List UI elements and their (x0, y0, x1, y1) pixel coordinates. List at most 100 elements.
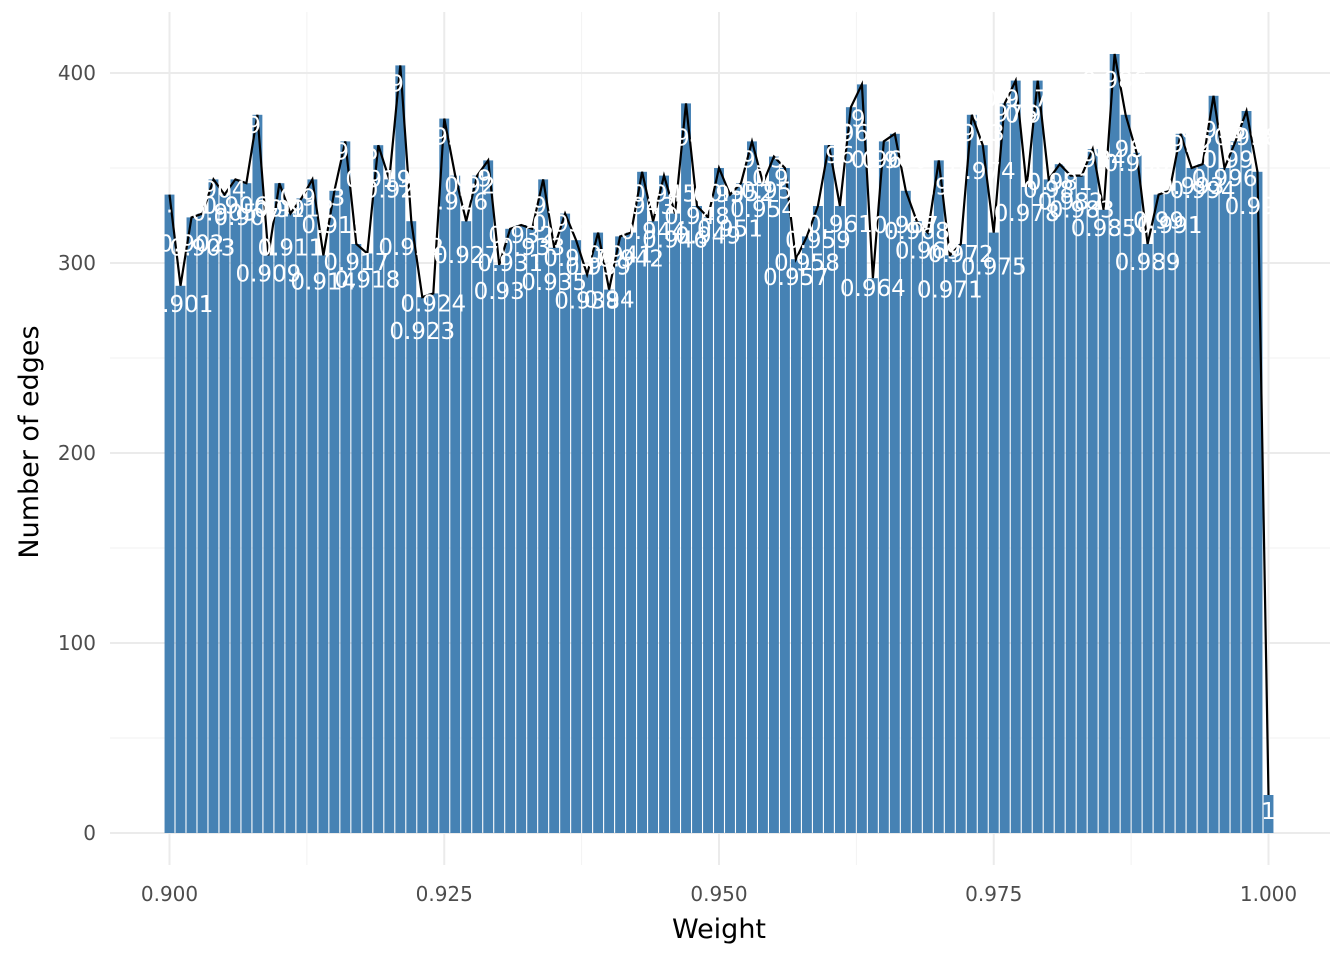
bar (230, 179, 241, 833)
bar (417, 297, 428, 833)
bar-label: 0.932 (488, 223, 554, 249)
bar-label: 0.981 (1027, 170, 1093, 196)
x-axis-title: Weight (672, 914, 766, 945)
bar-label: 0.94 (583, 288, 634, 314)
bar (1241, 111, 1252, 833)
bar (560, 213, 571, 834)
bar (252, 114, 263, 834)
y-tick-label: 300 (58, 251, 96, 275)
bar (208, 179, 219, 833)
bar-label: 0.948 (664, 204, 730, 230)
bar-label: 0.958 (774, 250, 840, 276)
bar-label: 0.997 (1203, 147, 1269, 173)
bar-label: 0.934 (510, 193, 576, 219)
bar (955, 244, 966, 833)
bar (845, 107, 856, 833)
bar-label: 0.959 (785, 228, 851, 254)
bar-label: 0.96 (803, 143, 854, 169)
bar-label: 0.92 (364, 177, 415, 203)
bar-label: 0.904 (181, 177, 247, 203)
bar (714, 168, 724, 833)
bar (626, 232, 637, 834)
bar (747, 141, 757, 833)
bar (856, 84, 867, 833)
bar (1175, 133, 1186, 834)
bar-labels: 0.90.9010.9020.9030.9040.9050.9060.9070.… (148, 68, 1291, 825)
bar-label: 0.916 (312, 139, 378, 165)
bar-label: 0.939 (565, 255, 631, 281)
bar-label: 0.963 (829, 106, 895, 132)
bar (834, 206, 845, 833)
bar-label: 0.975 (961, 255, 1027, 281)
bar-label: 0.987 (1093, 137, 1159, 163)
bar (790, 259, 801, 833)
bar-label: 0.909 (235, 261, 301, 287)
bar (296, 198, 307, 833)
bar-label: 0.955 (741, 179, 807, 205)
bar (1010, 80, 1021, 834)
bar (812, 206, 823, 833)
bar (648, 221, 659, 833)
count-polyline (168, 53, 1270, 796)
bar (867, 278, 878, 833)
bar (494, 264, 505, 833)
bar-label: 0.907 (214, 205, 280, 231)
bar (428, 293, 439, 833)
y-tick-label: 100 (58, 631, 96, 655)
bar-label: 0.994 (1170, 178, 1236, 204)
y-axis-ticks: 0 100 200 300 400 (58, 61, 96, 845)
bar-label: 0.919 (345, 167, 411, 193)
bar-label: 0.913 (279, 185, 345, 211)
bar-label: 0.947 (653, 125, 719, 151)
bar-label: 0.937 (543, 246, 609, 272)
bar (483, 160, 494, 833)
bar (571, 240, 582, 833)
x-tick-label: 0.925 (416, 882, 473, 906)
bar (1164, 190, 1175, 834)
bar-label: 0.962 (818, 121, 884, 147)
bar-label: 0.956 (752, 166, 818, 192)
bar (538, 179, 549, 833)
y-tick-label: 200 (58, 441, 96, 465)
bar (878, 141, 889, 833)
bar (186, 217, 197, 833)
bar (516, 225, 527, 833)
bar (175, 285, 186, 833)
bar-label: 0.9 (151, 193, 188, 219)
bar-label: 0.951 (697, 217, 763, 243)
bar-label: 0.905 (192, 201, 258, 227)
bar (1208, 95, 1219, 834)
bar (681, 103, 691, 833)
bar-label: 0.952 (708, 181, 774, 207)
bar (307, 179, 318, 833)
bar (670, 213, 680, 834)
bar (241, 183, 252, 833)
bar (659, 175, 669, 834)
bar-label: 0.927 (433, 243, 499, 269)
bar (944, 255, 955, 833)
bar-label: 0.976 (972, 101, 1038, 127)
bar (1076, 175, 1087, 834)
bar (1032, 80, 1043, 834)
bar-label: 0.957 (763, 265, 829, 291)
bar-label: 0.918 (334, 268, 400, 294)
bar (725, 194, 735, 834)
bar-label: 0.946 (642, 228, 708, 254)
y-tick-label: 0 (83, 821, 96, 845)
bar-label: 0.971 (917, 277, 983, 303)
bar-label: 0.903 (170, 236, 236, 262)
bar (527, 228, 538, 834)
x-tick-label: 1.000 (1240, 882, 1297, 906)
bar-label: 0.999 (1225, 194, 1291, 220)
bar-label: 0.931 (477, 251, 543, 277)
bar (340, 141, 351, 833)
y-tick-label: 400 (58, 61, 96, 85)
bar-label: 0.924 (400, 291, 466, 317)
bar-label: 0.925 (411, 125, 477, 151)
bar-label: 0.928 (444, 174, 510, 200)
bar (779, 168, 790, 833)
bar (911, 221, 922, 833)
bar (615, 236, 626, 833)
bar-label: 0.902 (159, 231, 225, 257)
bar-label: 0.941 (587, 242, 653, 268)
